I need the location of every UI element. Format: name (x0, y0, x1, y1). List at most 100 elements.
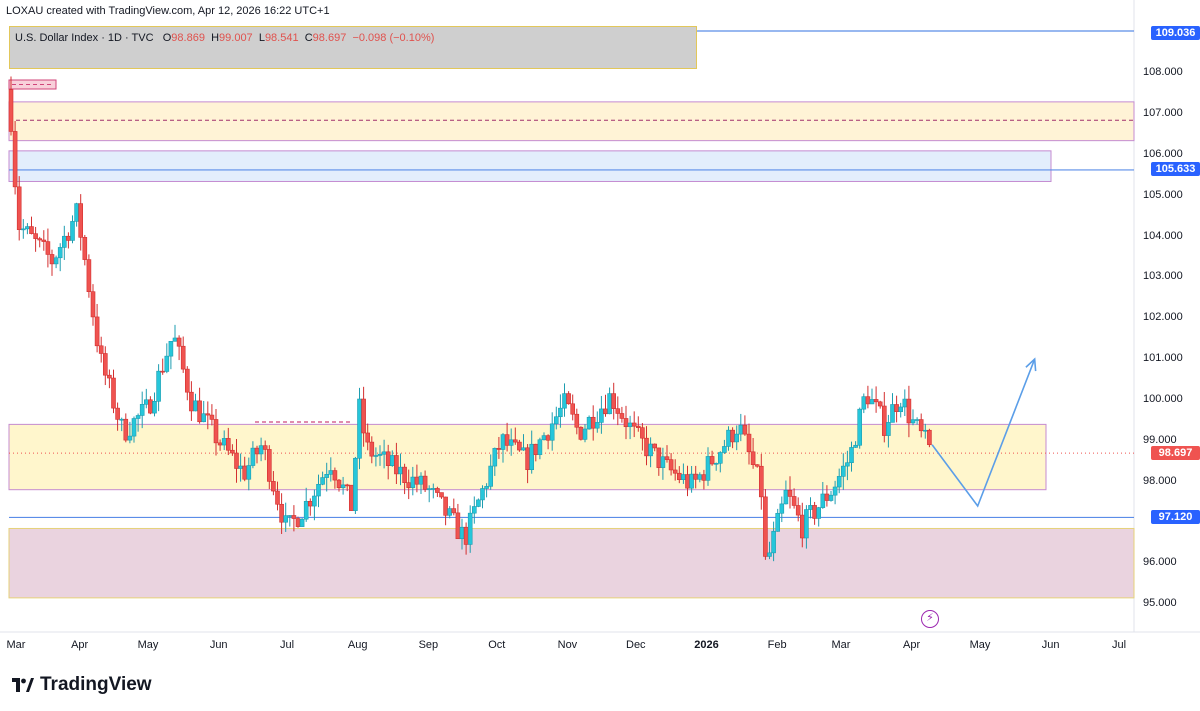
symbol-legend[interactable]: U.S. Dollar Index · 1D · TVC O98.869 H99… (15, 32, 434, 44)
candle-body (127, 435, 133, 441)
candle-body (746, 433, 752, 453)
price-tick: 101.000 (1143, 352, 1183, 365)
time-tick: May (969, 639, 991, 651)
candle-body (545, 435, 551, 441)
candle-body (681, 474, 686, 480)
candle-body (656, 447, 662, 468)
candle-body (193, 400, 198, 412)
candle-body (676, 472, 682, 480)
candle-body (566, 393, 571, 405)
candle-body (66, 235, 71, 241)
tradingview-logo-icon (12, 678, 34, 692)
candle-body (74, 203, 79, 222)
candle-body (70, 221, 75, 241)
time-tick: Oct (488, 639, 506, 651)
price-tag-top: 109.036 (1151, 26, 1200, 40)
candle-body (664, 456, 670, 460)
candle-body (599, 408, 604, 423)
time-tick: Nov (557, 639, 578, 651)
candle-body (832, 486, 838, 496)
candle-body (898, 406, 904, 412)
flash-icon[interactable]: ⚡ (921, 610, 939, 628)
price-tick: 99.000 (1143, 433, 1177, 446)
candle-body (221, 438, 227, 446)
candle-body (799, 514, 805, 539)
candle-body (722, 446, 727, 453)
candle-body (820, 493, 826, 508)
price-tick: 108.000 (1143, 66, 1183, 79)
candle-body (570, 403, 576, 415)
candle-body (590, 416, 596, 429)
candle-body (922, 429, 928, 432)
candle-body (119, 418, 124, 421)
time-tick: Dec (626, 639, 646, 651)
candle-body (377, 453, 383, 456)
candle-body (103, 353, 108, 376)
projection-path (931, 358, 1036, 508)
candle-body (582, 428, 588, 440)
candle-body (410, 476, 416, 488)
candle-body (881, 405, 887, 436)
candle-body (890, 404, 895, 423)
tradingview-brand[interactable]: TradingView (12, 674, 152, 696)
candle-body (25, 226, 30, 230)
close-value: 98.697 (312, 32, 347, 44)
candle-body (123, 418, 129, 441)
time-tick: Mar (6, 639, 26, 651)
candle-body (758, 465, 764, 498)
candle-body (603, 408, 608, 415)
price-tick: 102.000 (1143, 311, 1183, 324)
candle-body (201, 413, 206, 423)
candle-body (189, 391, 194, 412)
candle-body (217, 442, 223, 446)
candle-body (266, 449, 272, 482)
candle-body (869, 399, 875, 405)
candle-body (877, 401, 883, 407)
candle-body (594, 422, 600, 429)
candle-body (226, 438, 231, 451)
candle-body (12, 131, 18, 188)
candle-body (906, 398, 912, 424)
candle-body (857, 408, 863, 446)
candle-body (185, 368, 190, 393)
candle-body (328, 470, 334, 475)
candle-body (168, 340, 174, 357)
time-tick: Aug (347, 639, 368, 651)
candle-body (701, 474, 707, 481)
candle-body (578, 426, 584, 440)
symbol-legend-panel[interactable] (9, 26, 697, 69)
candle-body (840, 465, 846, 477)
resistance-zone-blue (8, 150, 1052, 182)
brand-name: TradingView (40, 674, 152, 695)
candle-body (873, 399, 879, 403)
time-tick: May (137, 639, 159, 651)
candle-body (529, 443, 535, 470)
candle-body (812, 505, 817, 519)
candle-body (894, 404, 899, 412)
price-tick: 104.000 (1143, 229, 1183, 242)
projection-arrowhead (1025, 357, 1037, 372)
candle-body (406, 482, 412, 488)
candle-body (389, 455, 395, 466)
candle-body (340, 484, 346, 489)
price-tick: 105.000 (1143, 188, 1183, 201)
candle-body (697, 474, 703, 480)
candle-body (398, 466, 403, 475)
candle-body (152, 401, 157, 414)
price-tick: 100.000 (1143, 392, 1183, 405)
candle-body (279, 503, 284, 523)
candle-body (271, 481, 276, 492)
candle-body (414, 476, 420, 485)
close-label: C (304, 32, 313, 44)
candle-body (713, 463, 719, 465)
candle-body (357, 398, 362, 459)
candle-body (836, 476, 842, 488)
candle-body (320, 477, 325, 485)
candle-body (107, 374, 112, 379)
symbol-name: U.S. Dollar Index · 1D · TVC (15, 32, 154, 44)
candle-body (652, 443, 658, 449)
candle-body (361, 398, 366, 434)
demand-zone-pink (8, 527, 1135, 599)
time-tick: Jul (280, 639, 295, 651)
